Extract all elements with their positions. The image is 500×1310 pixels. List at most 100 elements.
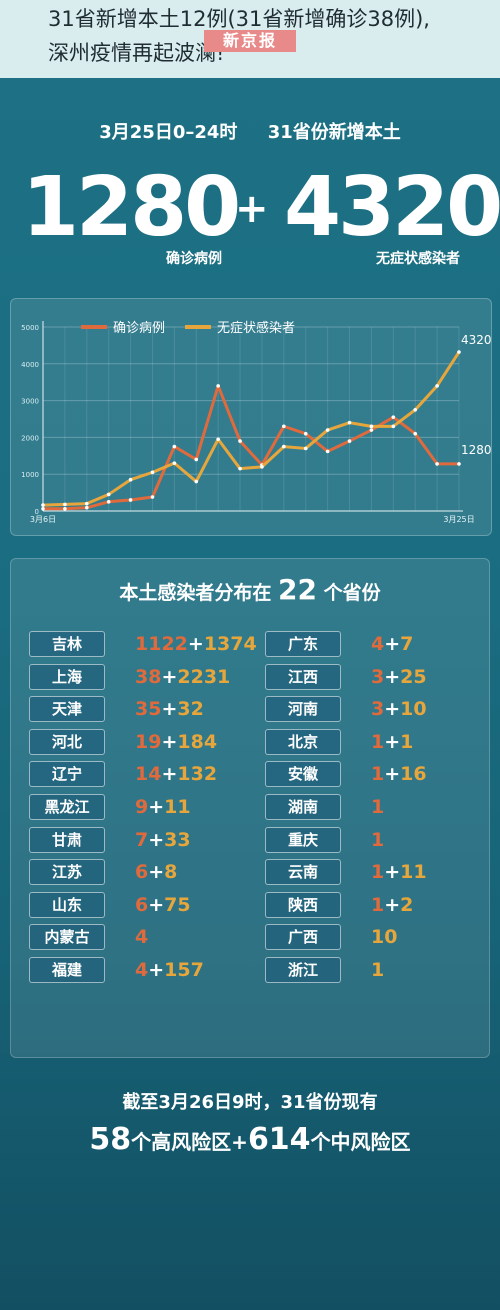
province-confirmed: 1 — [371, 730, 385, 753]
data-point — [435, 462, 439, 466]
data-point — [238, 466, 242, 471]
data-point — [347, 439, 352, 443]
data-point — [194, 479, 199, 484]
province-name: 广西 — [265, 924, 341, 951]
province-confirmed: 1 — [371, 763, 385, 786]
data-point — [216, 384, 220, 388]
distribution-title-pre: 本土感染者分布在 — [119, 582, 272, 604]
province-asymptomatic: 11 — [400, 861, 427, 884]
risk-area-caption: 截至3月26日9时，31省份现有 — [122, 1092, 378, 1113]
legend-label: 确诊病例 — [113, 321, 165, 336]
province-name: 江苏 — [29, 859, 105, 886]
data-point — [84, 501, 89, 506]
province-count: 22 — [278, 573, 317, 606]
data-point — [282, 424, 286, 429]
plus-sign: + — [161, 698, 178, 721]
province-confirmed: 6 — [135, 893, 149, 916]
province-name: 吉林 — [29, 631, 105, 657]
data-point — [347, 420, 352, 425]
province-confirmed: 4 — [135, 926, 149, 949]
plus-sign: + — [148, 796, 165, 818]
trend-chart-panel: 0 1000 2000 3000 4000 5000 3月6日 3月25日 确诊病例 无症状感染者… — [10, 298, 492, 536]
asymptomatic-total: 4320 — [284, 160, 500, 255]
plus-sign: + — [187, 633, 204, 655]
province-name: 河南 — [265, 696, 341, 723]
distribution-title: 本土感染者分布在 22 个省份 — [11, 573, 489, 606]
province-confirmed: 3 — [371, 698, 385, 721]
plus-sign: + — [235, 186, 269, 232]
province-value: 3+25 — [371, 664, 427, 690]
mid-risk-count: 614 — [247, 1122, 311, 1157]
province-asymptomatic: 75 — [164, 893, 191, 916]
data-point — [413, 431, 418, 436]
province-value: 4+7 — [371, 631, 413, 657]
province-name: 内蒙古 — [29, 924, 105, 951]
province-value: 19+184 — [135, 729, 217, 755]
data-point — [303, 446, 308, 451]
province-asymptomatic: 1 — [400, 730, 414, 753]
data-point — [128, 477, 133, 482]
data-point — [84, 505, 89, 510]
province-confirmed: 7 — [135, 828, 149, 851]
province-confirmed: 1 — [371, 828, 385, 851]
data-point — [391, 424, 396, 429]
province-asymptomatic: 10 — [371, 926, 398, 949]
province-name: 山东 — [29, 891, 105, 918]
end-label-confirmed: 1280 — [461, 443, 491, 457]
province-asymptomatic: 32 — [177, 698, 204, 721]
data-point — [413, 408, 418, 412]
summary-header: 3月25日0–24时 31省份新增本土 — [0, 118, 500, 144]
data-point — [216, 437, 220, 442]
summary-date: 3月25日0–24时 — [99, 122, 238, 143]
province-value: 1+11 — [371, 859, 427, 885]
y-tick-label: 4000 — [21, 361, 39, 369]
province-asymptomatic: 25 — [400, 665, 427, 688]
data-point — [435, 384, 439, 388]
province-value: 1122+1374 — [135, 631, 257, 657]
data-point — [303, 431, 308, 436]
plus-sign: + — [384, 861, 401, 884]
x-tick-label: 3月6日 — [30, 515, 56, 524]
province-confirmed: 3 — [371, 665, 385, 688]
province-name: 重庆 — [265, 826, 341, 853]
province-asymptomatic: 132 — [177, 763, 218, 786]
headline-line-2: 深州疫情再起波澜! — [48, 41, 225, 65]
high-risk-label: 个高风险区+ — [131, 1130, 248, 1154]
y-tick-label: 2000 — [21, 434, 39, 442]
province-name: 陕西 — [265, 891, 341, 918]
province-value: 9+11 — [135, 794, 191, 820]
province-confirmed: 9 — [135, 796, 149, 818]
x-tick-label: 3月25日 — [443, 515, 474, 524]
data-point — [391, 415, 396, 419]
data-point — [106, 500, 111, 504]
province-name: 辽宁 — [29, 761, 105, 788]
confirmed-total: 1280 — [22, 160, 241, 255]
data-point — [150, 470, 155, 475]
province-name: 福建 — [29, 957, 105, 983]
province-name: 北京 — [265, 728, 341, 755]
province-asymptomatic: 157 — [164, 959, 204, 981]
province-value: 35+32 — [135, 696, 204, 722]
province-name: 广东 — [265, 631, 341, 657]
data-point — [260, 465, 264, 469]
province-value: 6+8 — [135, 859, 177, 885]
data-point — [325, 449, 330, 454]
province-value: 3+10 — [371, 696, 427, 722]
y-tick-label: 5000 — [21, 324, 39, 332]
province-name: 甘肃 — [29, 826, 105, 853]
province-value: 1 — [371, 827, 384, 853]
distribution-panel: 本土感染者分布在 22 个省份 吉林 1122+1374 上海 38+2231 天津 35… — [10, 558, 490, 1058]
legend-label: 无症状感染者 — [217, 320, 295, 336]
plus-sign: + — [161, 665, 178, 688]
headline-line-1: 31省新增本土12例(31省新增确诊38例), — [48, 7, 430, 31]
plus-sign: + — [161, 763, 178, 786]
province-confirmed: 6 — [135, 861, 149, 884]
data-point — [369, 424, 374, 429]
province-value: 1+1 — [371, 729, 413, 755]
data-point — [282, 444, 286, 449]
province-value: 4 — [135, 924, 148, 950]
province-confirmed: 38 — [135, 665, 162, 688]
asymptomatic-label: 无症状感染者 — [376, 251, 460, 267]
data-point — [457, 350, 461, 354]
plus-sign: + — [148, 893, 165, 916]
